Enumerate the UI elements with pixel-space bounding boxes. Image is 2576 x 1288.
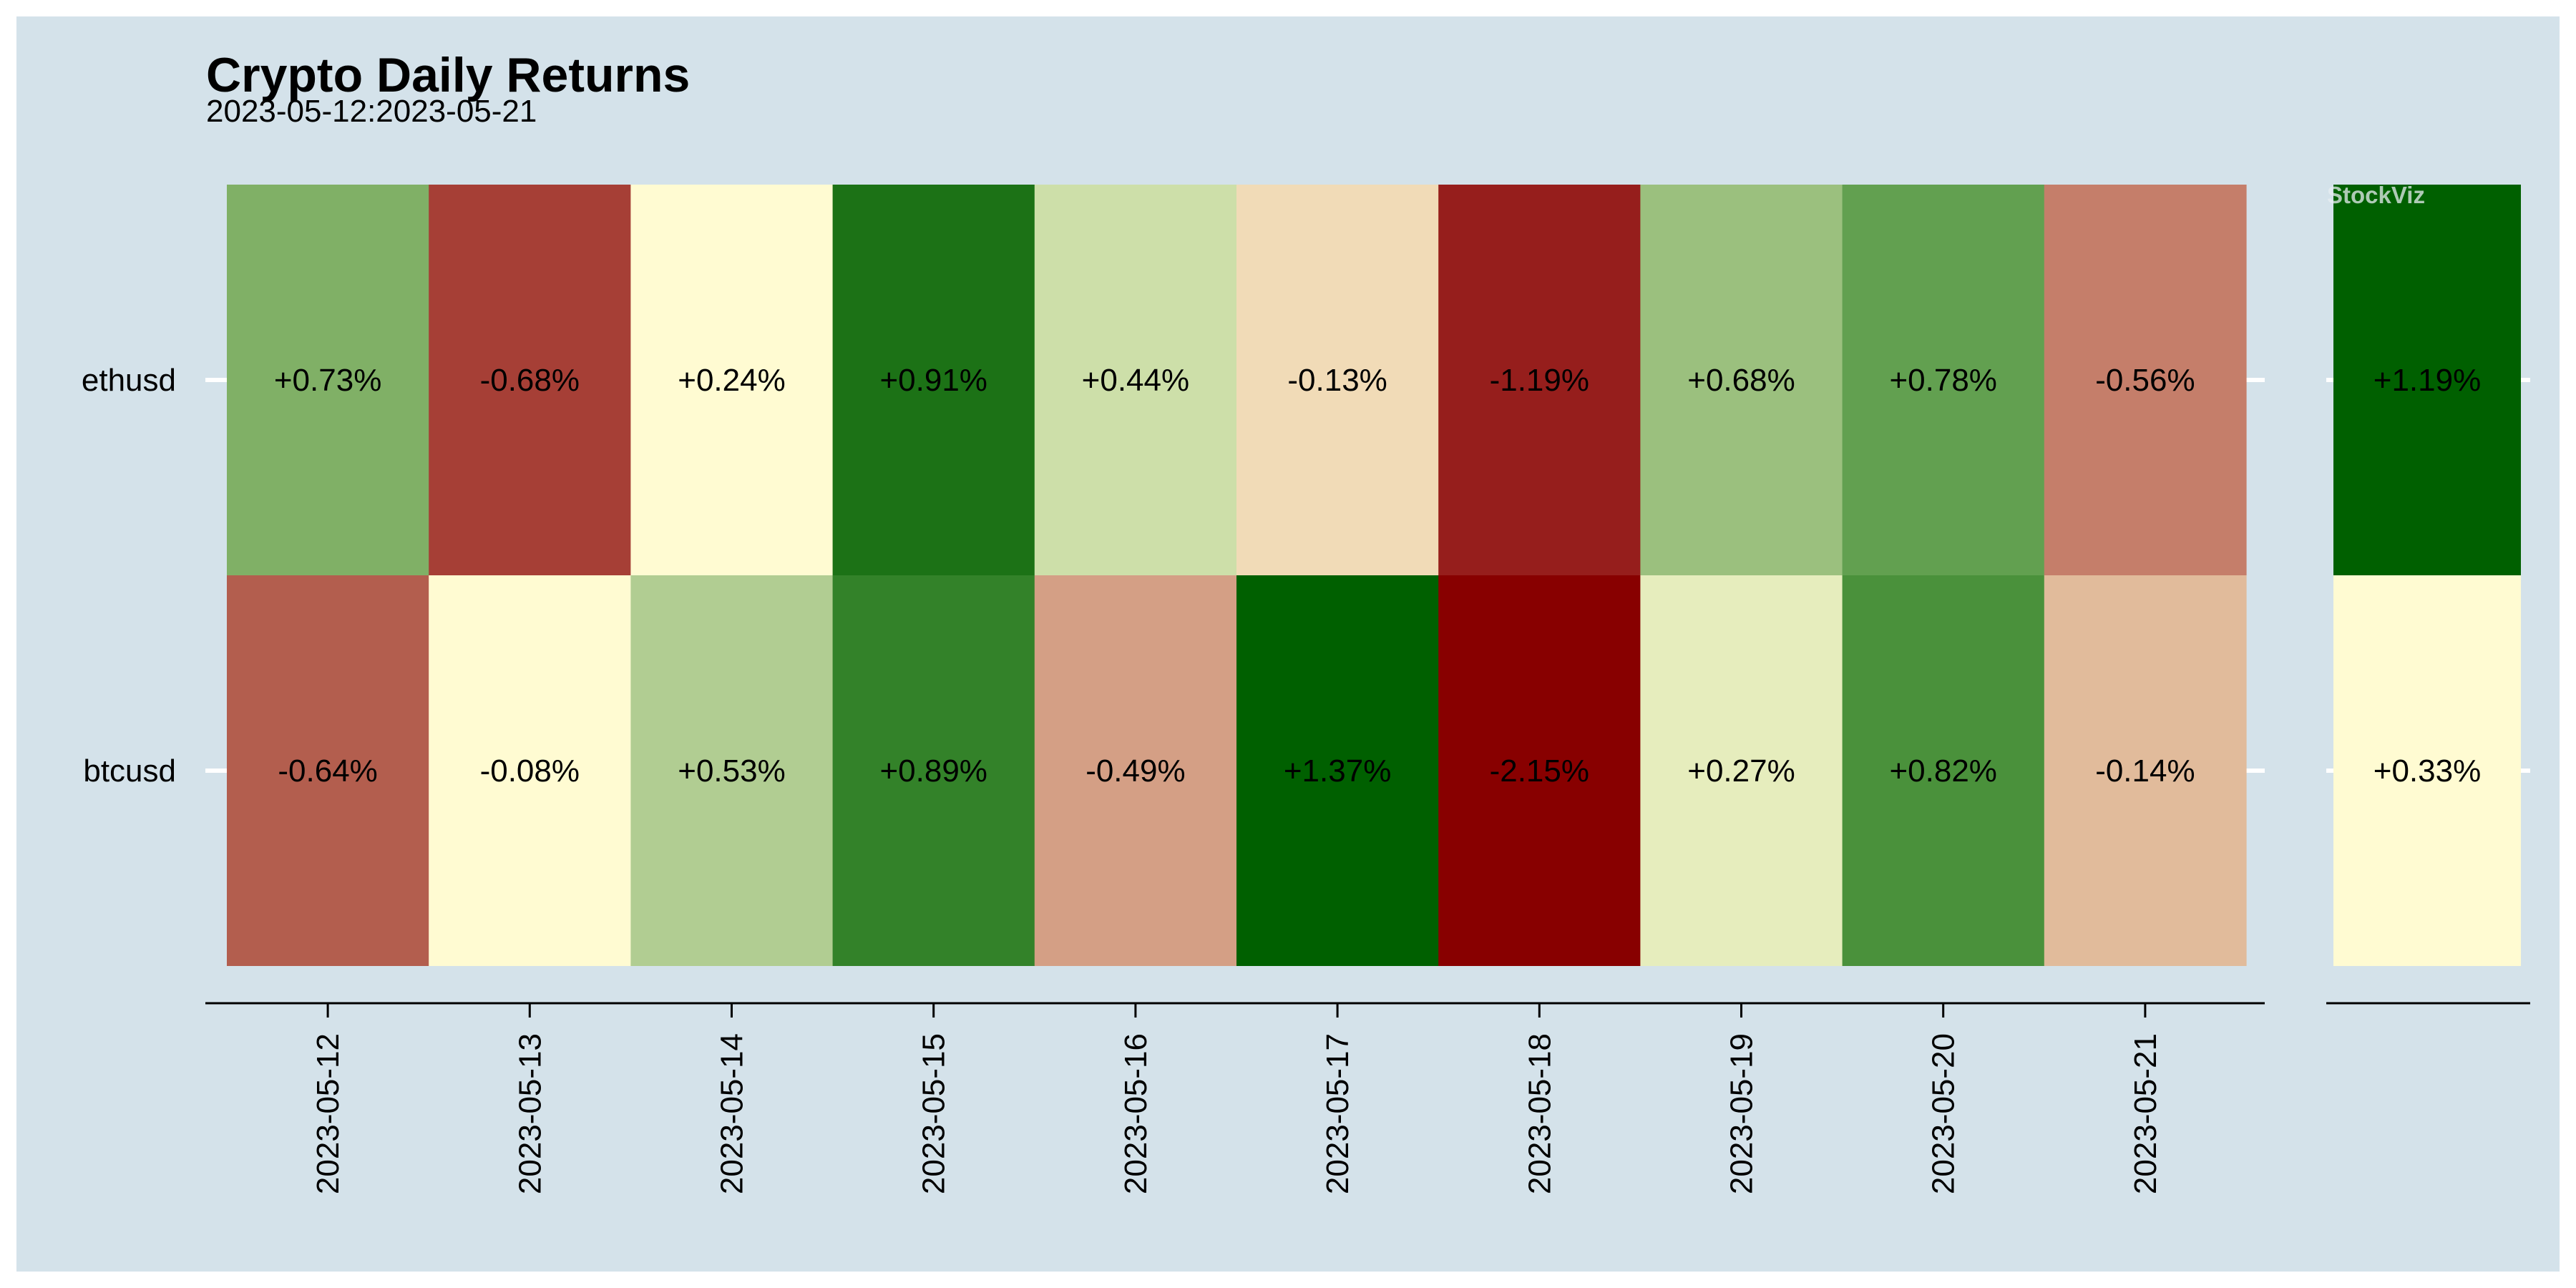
x-tick-label-2023-05-16: 2023-05-16	[1118, 1033, 1153, 1194]
heatmap-cell-ethusd-2023-05-13	[429, 185, 631, 575]
cell-label-btcusd-2023-05-18: -2.15%	[1490, 753, 1589, 789]
watermark: StockViz	[2327, 182, 2425, 208]
cell-label-ethusd-2023-05-19: +0.68%	[1687, 363, 1795, 398]
x-tick-label-2023-05-14: 2023-05-14	[715, 1033, 750, 1194]
cell-label-ethusd-2023-05-18: -1.19%	[1490, 363, 1589, 398]
heatmap-cell-ethusd-2023-05-21	[2044, 185, 2247, 575]
x-tick-label-2023-05-13: 2023-05-13	[512, 1033, 547, 1194]
heatmap-cell-ethusd-2023-05-17	[1236, 185, 1439, 575]
summary-label-btcusd: +0.33%	[2373, 753, 2481, 789]
heatmap-cell-ethusd-2023-05-19	[1640, 185, 1843, 575]
heatmap-cell-btcusd-2023-05-20	[1842, 575, 2045, 966]
heatmap-cell-btcusd-2023-05-18	[1438, 575, 1641, 966]
cell-label-ethusd-2023-05-15: +0.91%	[879, 363, 987, 398]
x-tick-label-2023-05-21: 2023-05-21	[2128, 1033, 2163, 1194]
heatmap-cell-ethusd-2023-05-18	[1438, 185, 1641, 575]
chart-subtitle: 2023-05-12:2023-05-21	[206, 94, 537, 129]
x-tick-label-2023-05-17: 2023-05-17	[1320, 1033, 1355, 1194]
heatmap-cell-btcusd-2023-05-12	[227, 575, 429, 966]
row-label-btcusd: btcusd	[83, 753, 176, 789]
cell-label-btcusd-2023-05-19: +0.27%	[1687, 753, 1795, 789]
cell-label-btcusd-2023-05-20: +0.82%	[1889, 753, 1996, 789]
heatmap-cell-ethusd-2023-05-20	[1842, 185, 2045, 575]
row-labels: ethusd btcusd	[82, 363, 176, 789]
heatmap-cell-btcusd-2023-05-13	[429, 575, 631, 966]
cell-label-btcusd-2023-05-14: +0.53%	[678, 753, 785, 789]
cell-label-ethusd-2023-05-12: +0.73%	[274, 363, 381, 398]
x-tick-label-2023-05-19: 2023-05-19	[1724, 1033, 1760, 1194]
heatmap-cell-ethusd-2023-05-12	[227, 185, 429, 575]
cell-label-btcusd-2023-05-12: -0.64%	[278, 753, 377, 789]
x-tick-label-2023-05-12: 2023-05-12	[311, 1033, 346, 1194]
heatmap-cell-btcusd-2023-05-19	[1640, 575, 1843, 966]
cell-label-btcusd-2023-05-13: -0.08%	[480, 753, 580, 789]
cell-label-ethusd-2023-05-21: -0.56%	[2095, 363, 2195, 398]
heatmap-cells	[227, 185, 2247, 966]
summary-cell-btcusd	[2333, 575, 2521, 966]
heatmap-cell-btcusd-2023-05-16	[1034, 575, 1237, 966]
heatmap-cell-ethusd-2023-05-14	[630, 185, 834, 575]
x-tick-label-2023-05-18: 2023-05-18	[1522, 1033, 1557, 1194]
cell-label-btcusd-2023-05-21: -0.14%	[2095, 753, 2195, 789]
x-axis: 2023-05-12 2023-05-13 2023-05-14 2023-05-15…	[205, 1002, 2530, 1194]
cell-label-btcusd-2023-05-15: +0.89%	[879, 753, 987, 789]
summary-label-ethusd: +1.19%	[2373, 363, 2481, 398]
heatmap-cell-ethusd-2023-05-15	[832, 185, 1035, 575]
x-tick-label-2023-05-20: 2023-05-20	[1926, 1033, 1961, 1194]
cell-label-ethusd-2023-05-16: +0.44%	[1082, 363, 1189, 398]
heatmap-cell-labels: +0.73% -0.68% +0.24% +0.91% +0.44% -0.13% -1.1…	[274, 363, 2195, 789]
heatmap-cell-btcusd-2023-05-17	[1236, 575, 1439, 966]
heatmap-cell-btcusd-2023-05-15	[832, 575, 1035, 966]
cell-label-btcusd-2023-05-16: -0.49%	[1085, 753, 1185, 789]
heatmap-cell-btcusd-2023-05-14	[630, 575, 834, 966]
cell-label-btcusd-2023-05-17: +1.37%	[1284, 753, 1391, 789]
summary-cell-ethusd	[2333, 185, 2521, 575]
cell-label-ethusd-2023-05-13: -0.68%	[480, 363, 580, 398]
cell-label-ethusd-2023-05-20: +0.78%	[1889, 363, 1996, 398]
heatmap-cell-btcusd-2023-05-21	[2044, 575, 2247, 966]
cell-label-ethusd-2023-05-17: -0.13%	[1287, 363, 1387, 398]
summary-column: +1.19% +0.33%	[2333, 185, 2521, 966]
chart-title: Crypto Daily Returns	[206, 48, 691, 102]
cell-label-ethusd-2023-05-14: +0.24%	[678, 363, 785, 398]
x-tick-label-2023-05-15: 2023-05-15	[917, 1033, 952, 1194]
heatmap-cell-ethusd-2023-05-16	[1034, 185, 1237, 575]
row-label-ethusd: ethusd	[82, 363, 176, 398]
